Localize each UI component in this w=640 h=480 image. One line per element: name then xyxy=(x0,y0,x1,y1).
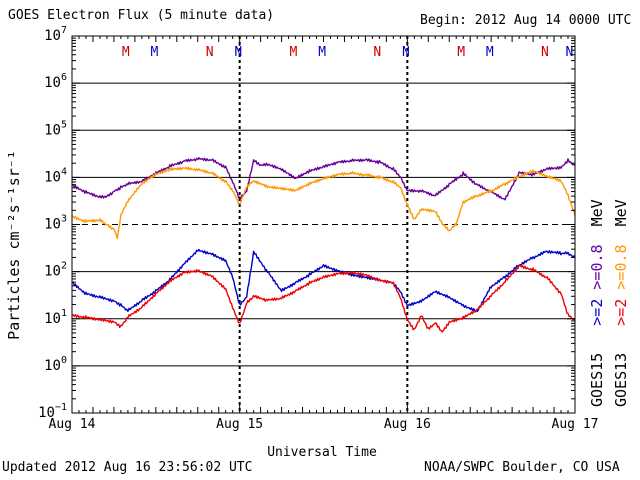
updated-timestamp: Updated 2012 Aug 16 23:56:02 UTC xyxy=(2,460,253,475)
series-line-goes13-2-mev xyxy=(71,264,576,333)
y-tick-label: 103 xyxy=(44,214,67,233)
local-time-marker: N xyxy=(206,45,214,60)
legend-entry: MeV xyxy=(588,199,606,226)
legend-entry xyxy=(612,290,630,299)
local-time-marker: N xyxy=(234,45,242,60)
y-tick-label: 10−1 xyxy=(38,402,67,421)
local-time-marker: N xyxy=(541,45,549,60)
legend-entry: >=2 xyxy=(588,299,606,326)
x-tick-label: Aug 16 xyxy=(384,417,431,432)
local-time-marker: N xyxy=(565,45,573,60)
legend-entry: >=2 xyxy=(612,299,630,326)
credit-text: NOAA/SWPC Boulder, CO USA xyxy=(424,460,620,475)
y-tick-label: 102 xyxy=(44,261,67,280)
legend-entry xyxy=(612,226,630,244)
local-time-marker: M xyxy=(151,45,159,60)
x-tick-label: Aug 14 xyxy=(49,417,96,432)
y-tick-label: 105 xyxy=(44,119,67,138)
series-line-goes13-0-8-mev xyxy=(72,166,576,240)
x-tick-label: Aug 17 xyxy=(552,417,599,432)
begin-time: Begin: 2012 Aug 14 0000 UTC xyxy=(420,13,632,28)
local-time-marker: M xyxy=(290,45,298,60)
local-time-marker: N xyxy=(402,45,410,60)
legend-row-2: GOES13 >=2 >=0.8 MeV xyxy=(612,199,630,407)
legend-entry xyxy=(588,226,606,244)
legend-entry: >=0.8 xyxy=(612,244,630,289)
local-time-marker: N xyxy=(373,45,381,60)
legend-entry: GOES15 xyxy=(588,353,606,407)
legend-entry: GOES13 xyxy=(612,353,630,407)
legend-entry: >=0.8 xyxy=(588,244,606,289)
y-axis-label: Particles cm⁻²s⁻¹sr⁻¹ xyxy=(5,150,23,340)
local-time-marker: M xyxy=(122,45,130,60)
legend-entry xyxy=(612,326,630,353)
chart-title: GOES Electron Flux (5 minute data) xyxy=(8,8,275,23)
x-axis-label: Universal Time xyxy=(267,445,377,460)
y-tick-label: 106 xyxy=(44,72,67,91)
series-line-goes15-2-mev xyxy=(71,248,576,313)
y-tick-label: 101 xyxy=(44,308,67,327)
legend-entry xyxy=(588,290,606,299)
local-time-marker: M xyxy=(457,45,465,60)
y-tick-label: 107 xyxy=(44,25,67,44)
legend-entry xyxy=(588,326,606,353)
y-tick-label: 100 xyxy=(44,355,67,374)
local-time-marker: M xyxy=(318,45,326,60)
legend-row-1: GOES15 >=2 >=0.8 MeV xyxy=(588,199,606,407)
y-tick-label: 104 xyxy=(44,166,67,185)
local-time-marker: M xyxy=(486,45,494,60)
x-tick-label: Aug 15 xyxy=(216,417,263,432)
legend-entry: MeV xyxy=(612,199,630,226)
